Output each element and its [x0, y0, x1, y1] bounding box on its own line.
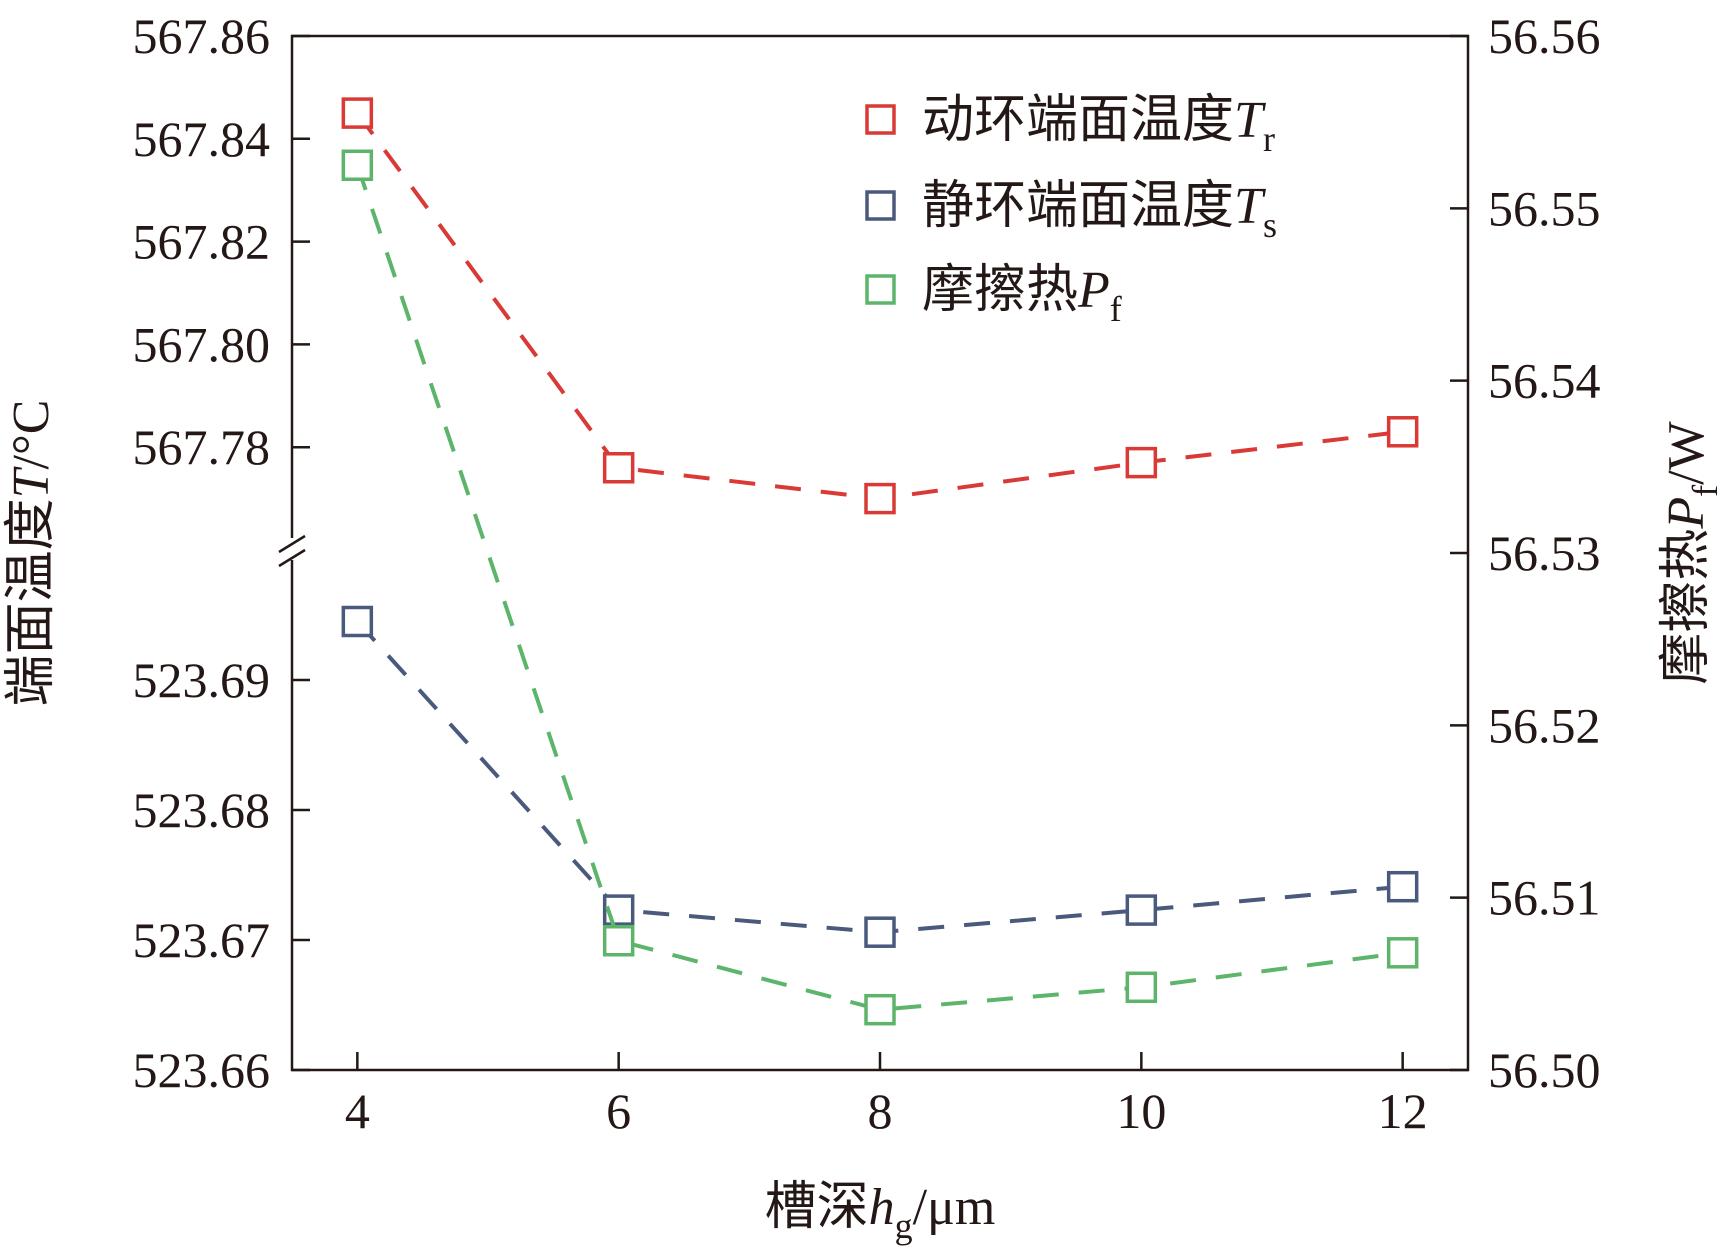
x-axis-title-sub: g: [895, 1206, 913, 1246]
legend-rotor-temp-var: T: [1234, 92, 1266, 149]
right-tick-label-2: 56.52: [1488, 697, 1601, 753]
point-friction-heat-2: [864, 993, 896, 1026]
point-rotor-temp-3: [1125, 446, 1158, 479]
x-tick-label-0: 4: [345, 1083, 370, 1139]
legend-label-rotor-temp: 动环端面温度Tr: [922, 92, 1275, 159]
right-tick-label-3: 56.53: [1488, 525, 1601, 581]
point-stator-temp-2: [864, 916, 896, 948]
point-friction-heat-4: [1386, 937, 1419, 969]
legend-marker-friction-heat: [865, 274, 896, 305]
right-tick-label-6: 56.56: [1488, 8, 1601, 64]
x-axis-title: 槽深hg/μm: [765, 1179, 996, 1246]
x-axis-title-main: 槽深: [765, 1179, 869, 1236]
legend-rotor-temp-sub: r: [1263, 119, 1275, 159]
axis-break-mark-top: [278, 534, 306, 554]
legend-stator-temp-name: 静环端面温度: [922, 178, 1234, 235]
right-axis-title-unit: /W: [1658, 421, 1715, 485]
point-friction-heat-3: [1125, 971, 1158, 1004]
series-line-friction-heat: [355, 164, 1403, 1012]
x-axis-title-unit: /μm: [913, 1179, 996, 1236]
x-tick-label-3: 10: [1116, 1083, 1166, 1139]
right-tick-label-5: 56.55: [1488, 180, 1601, 236]
left-lower-tick-label-3: 523.69: [133, 652, 271, 708]
ticks-layer: 567.78 567.80 567.82 567.84 567.86 523.66 523.…: [133, 8, 1601, 1139]
point-rotor-temp-2: [864, 482, 896, 515]
series-stator-temp: [341, 605, 1419, 948]
x-tick-label-2: 8: [868, 1083, 893, 1139]
right-axis-title-var: P: [1658, 497, 1715, 530]
left-axis-title: 端面温度T/°C: [3, 400, 60, 707]
right-axis-title-sub: f: [1685, 485, 1725, 497]
x-axis-title-var: h: [869, 1179, 895, 1236]
series-line-rotor-temp: [355, 111, 1403, 501]
point-rotor-temp-4: [1386, 416, 1419, 448]
point-stator-temp-3: [1125, 894, 1158, 926]
legend-stator-temp-sub: s: [1263, 205, 1277, 245]
left-upper-tick-label-0: 567.78: [133, 419, 271, 475]
left-lower-tick-label-1: 523.67: [133, 912, 271, 968]
point-friction-heat-0: [341, 149, 374, 181]
left-lower-tick-label-0: 523.66: [133, 1042, 271, 1098]
legend-friction-heat-sub: f: [1110, 289, 1122, 329]
legend-stator-temp-var: T: [1234, 178, 1266, 235]
right-tick-label-4: 56.54: [1488, 353, 1601, 409]
point-stator-temp-0: [341, 605, 374, 638]
left-lower-tick-label-2: 523.68: [133, 782, 271, 838]
legend-marker-stator-temp: [865, 190, 896, 221]
legend-friction-heat-var: P: [1077, 262, 1110, 319]
x-tick-label-1: 6: [606, 1083, 631, 1139]
legend-friction-heat-name: 摩擦热: [922, 262, 1078, 319]
point-stator-temp-4: [1386, 870, 1419, 903]
right-tick-label-0: 56.50: [1488, 1042, 1601, 1098]
right-axis-title-main: 摩擦热: [1658, 529, 1715, 685]
point-friction-heat-1: [602, 925, 635, 957]
left-upper-tick-label-3: 567.84: [133, 111, 271, 167]
x-tick-label-4: 12: [1378, 1083, 1428, 1139]
legend-marker-rotor-temp: [865, 104, 896, 135]
series-friction-heat: [341, 149, 1419, 1026]
left-upper-tick-label-2: 567.82: [133, 214, 271, 270]
point-rotor-temp-1: [602, 452, 635, 484]
point-stator-temp-1: [602, 894, 635, 926]
left-axis-title-var: T: [3, 466, 60, 498]
right-axis-title: 摩擦热Pf/W: [1658, 421, 1725, 684]
left-axis-title-unit: /°C: [3, 400, 60, 470]
series-rotor-temp: [341, 97, 1419, 515]
legend: 动环端面温度Tr 静环端面温度Ts 摩擦热Pf: [865, 92, 1277, 329]
right-tick-label-1: 56.51: [1488, 870, 1601, 926]
left-axis-title-main: 端面温度: [3, 498, 60, 706]
series-line-stator-temp: [355, 620, 1403, 935]
legend-rotor-temp-name: 动环端面温度: [922, 92, 1234, 149]
series-layer: [341, 97, 1419, 1026]
left-upper-tick-label-1: 567.80: [133, 316, 271, 372]
legend-label-friction-heat: 摩擦热Pf: [922, 262, 1122, 329]
point-rotor-temp-0: [341, 97, 374, 129]
left-upper-tick-label-4: 567.86: [133, 8, 271, 64]
legend-label-stator-temp: 静环端面温度Ts: [922, 178, 1277, 245]
axis-break-mark-bottom: [278, 548, 306, 568]
